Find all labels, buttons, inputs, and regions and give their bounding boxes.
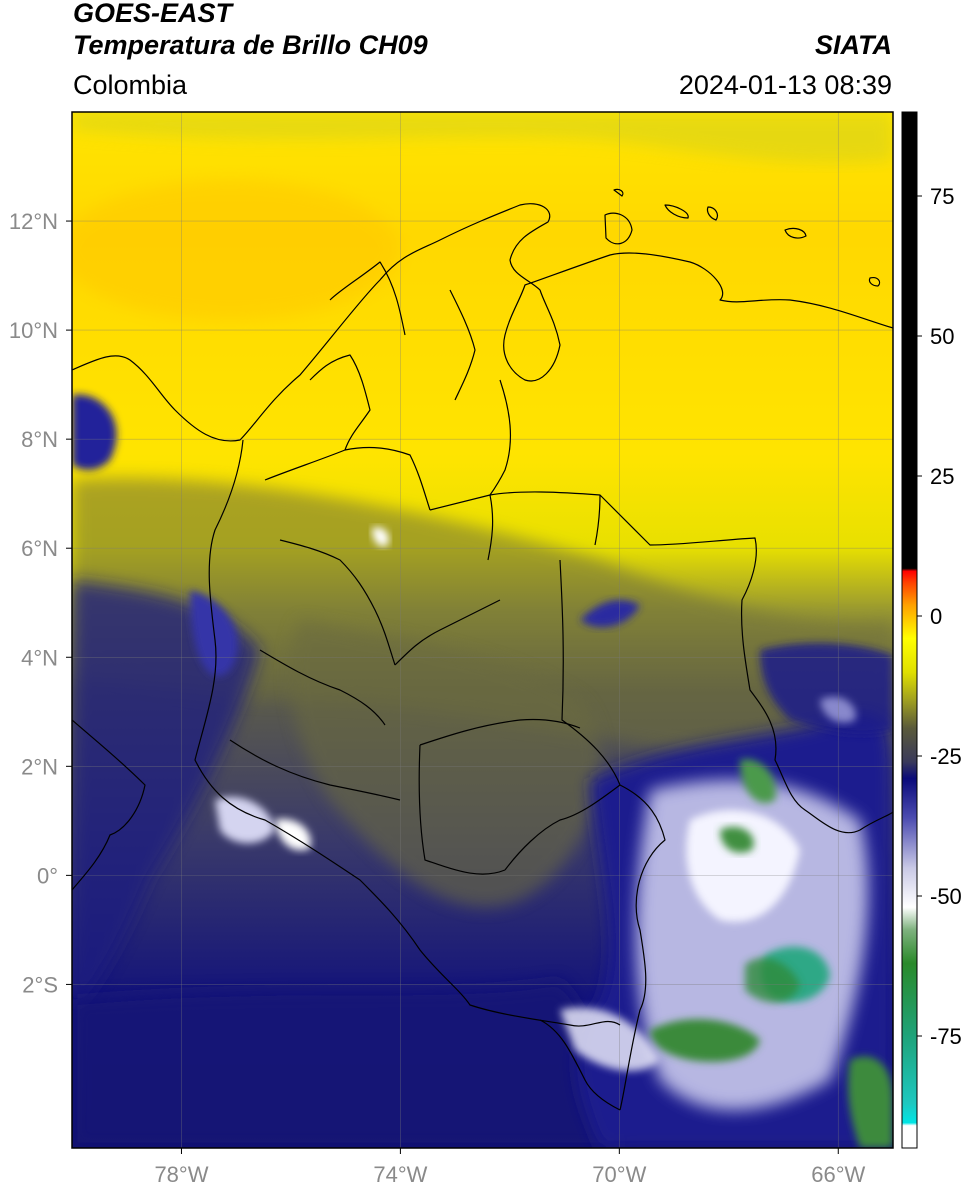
- pacific-coastline: [72, 719, 146, 891]
- colombia-venezuela-border: [489, 491, 893, 834]
- guaviare-border: [419, 718, 581, 746]
- colombia-ecuador-peru-border: [194, 439, 621, 1027]
- lat-tick-label: 4°N: [21, 645, 58, 670]
- island-margarita: [784, 227, 807, 239]
- organization-label: SIATA: [815, 30, 892, 60]
- island-trinidad: [868, 277, 881, 287]
- field-green-cell-a: [740, 759, 776, 804]
- colorbar-tick-label: 75: [930, 184, 954, 209]
- colorbar: 75 50 25 0 -25 -50 -75: [901, 111, 962, 1149]
- field-warm-patch: [72, 180, 400, 320]
- island-aves: [706, 206, 719, 221]
- field-cloud-orinoco-core: [820, 696, 856, 723]
- field-cloud-llanos: [580, 600, 640, 628]
- field-green-cell-e: [848, 1056, 893, 1148]
- field-cloud-west-north: [72, 394, 117, 470]
- field-green-cell-d: [650, 1019, 760, 1062]
- longitude-ticks: 78°W 74°W 70°W 66°W: [154, 1148, 866, 1187]
- colorbar-tick-label: -25: [930, 744, 962, 769]
- colorbar-tick-label: 0: [930, 604, 942, 629]
- colombia-brazil-border: [619, 784, 666, 1111]
- satellite-title: GOES-EAST: [73, 0, 233, 28]
- colorbar-tick-label: 50: [930, 324, 954, 349]
- timestamp-label: 2024-01-13 08:39: [678, 70, 892, 100]
- arauca-border: [594, 494, 601, 546]
- santander-border: [429, 494, 494, 561]
- colorbar-ticks: 75 50 25 0 -25 -50 -75: [917, 184, 962, 1049]
- antioquia-north-border: [264, 446, 431, 511]
- vaupes-border: [504, 784, 621, 871]
- field-green-cell-b: [720, 826, 754, 853]
- island-bonaire: [664, 204, 689, 219]
- field-olive-core: [290, 620, 600, 908]
- field-cloud-orinoco: [760, 643, 893, 735]
- field-green-cell-c: [745, 957, 800, 1003]
- caribbean-coastline: [72, 203, 893, 442]
- product-title: Temperatura de Brillo CH09: [73, 30, 428, 60]
- paraguana-peninsula: [604, 212, 633, 245]
- colorbar-tick-label: -75: [930, 1024, 962, 1049]
- colorbar-scale: [902, 112, 917, 1148]
- map-frame: [71, 111, 894, 1149]
- field-southern-cold: [72, 980, 620, 1148]
- lat-tick-label: 8°N: [21, 427, 58, 452]
- lon-tick-label: 70°W: [592, 1162, 646, 1187]
- caqueta-border: [418, 744, 506, 875]
- valle-tolima-border: [259, 649, 386, 726]
- cordoba-sucre-border: [309, 354, 371, 451]
- meta-vichada-border: [559, 559, 621, 786]
- lon-tick-label: 74°W: [373, 1162, 427, 1187]
- cundinamarca-border: [394, 599, 501, 666]
- lat-tick-label: 2°S: [22, 972, 58, 997]
- field-white-cell-antioquia: [372, 527, 389, 547]
- peru-brazil-border: [539, 1019, 621, 1111]
- norte-santander-border: [489, 379, 512, 496]
- magdalena-border: [329, 261, 406, 336]
- cauca-huila-border: [229, 739, 401, 801]
- field-northern-band: [72, 112, 893, 163]
- field-olive-band: [72, 478, 893, 764]
- field-white-cell-west: [215, 796, 275, 844]
- lon-tick-label: 66°W: [811, 1162, 865, 1187]
- cesar-border: [449, 289, 476, 401]
- colorbar-tick-label: 25: [930, 464, 954, 489]
- lon-tick-label: 78°W: [154, 1162, 208, 1187]
- lat-tick-label: 12°N: [9, 209, 58, 234]
- coastlines-borders: [72, 188, 893, 1111]
- field-cold-core-north: [686, 810, 800, 922]
- lat-tick-label: 0°: [37, 863, 58, 888]
- field-cold-tops-south: [560, 1007, 660, 1071]
- latitude-ticks: 12°N 10°N 8°N 6°N 4°N 2°N 0° 2°S: [9, 209, 72, 997]
- colorbar-frame: [901, 111, 918, 1149]
- colorbar-tick-label: -50: [930, 884, 962, 909]
- island-curacao: [613, 188, 624, 197]
- lat-tick-label: 6°N: [21, 536, 58, 561]
- caldas-risaralda-border: [279, 539, 396, 666]
- lat-tick-label: 10°N: [9, 318, 58, 343]
- brightness-temperature-field: [72, 112, 893, 1148]
- lat-tick-label: 2°N: [21, 754, 58, 779]
- region-label: Colombia: [73, 70, 188, 100]
